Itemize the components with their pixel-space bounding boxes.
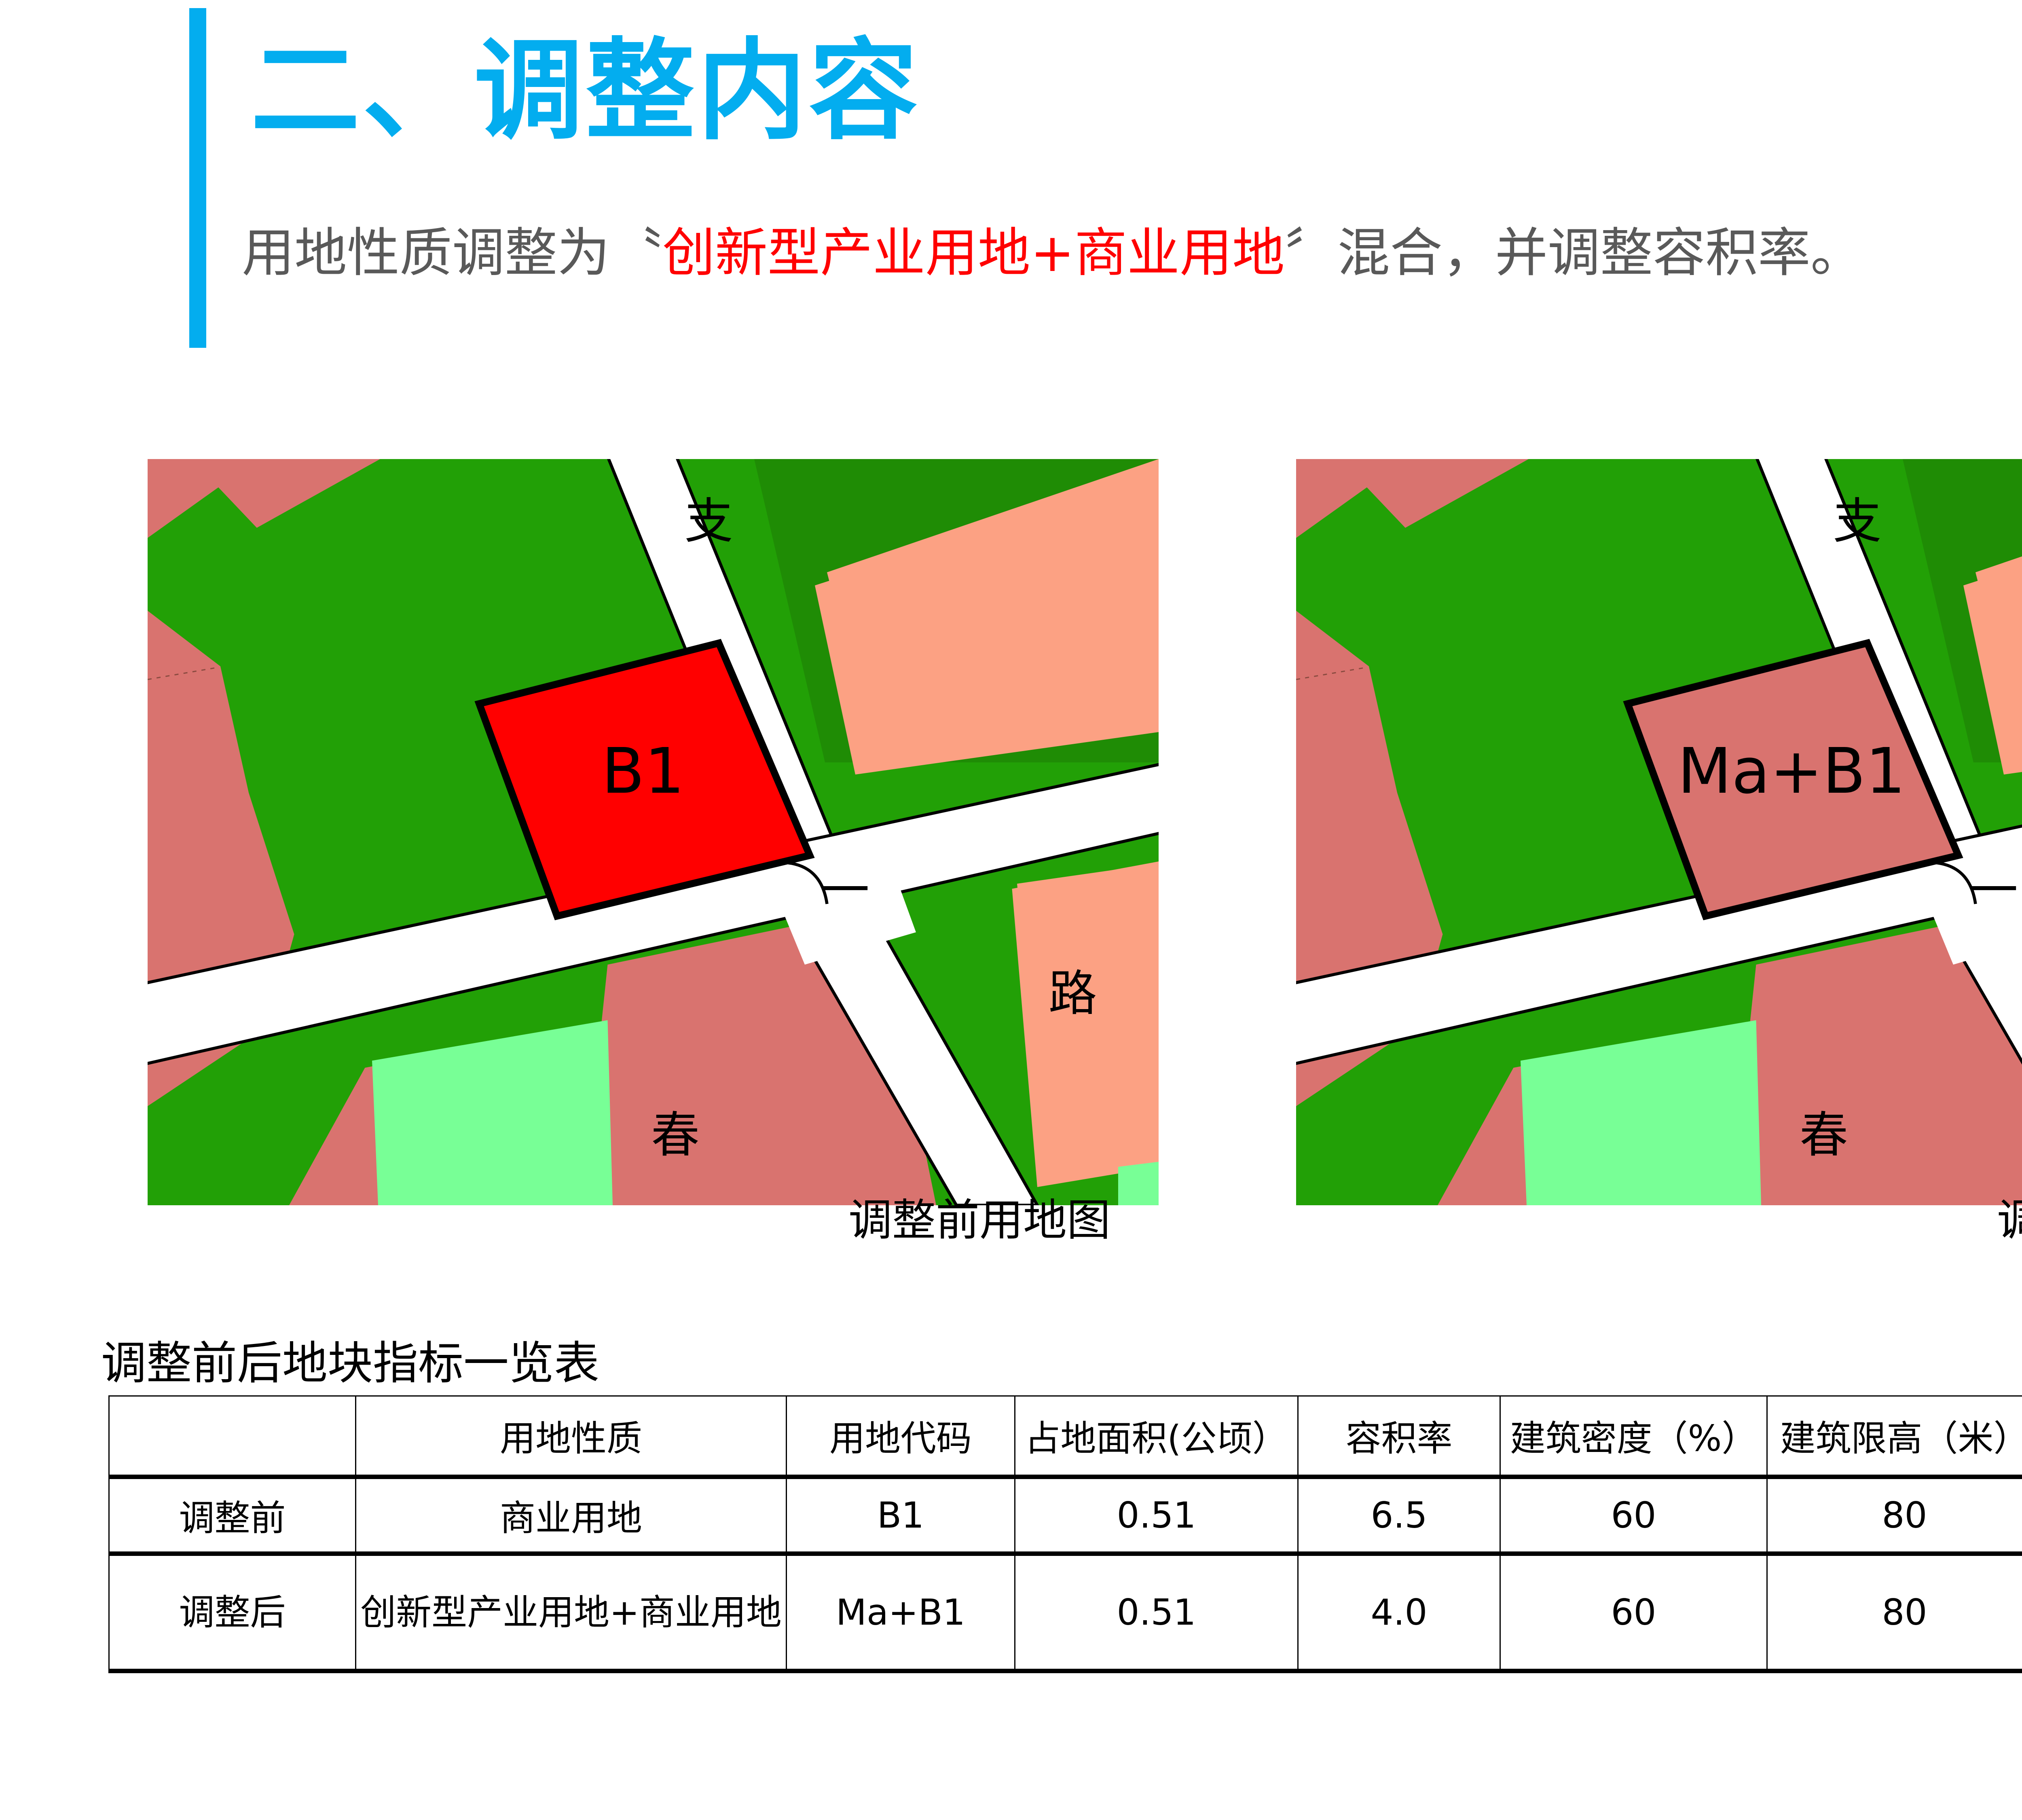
page-title: 二、调整内容 [251,27,920,154]
boundary-dotted-left [148,667,219,680]
subtitle-part-1: 用地性质调整为〝 [242,222,663,284]
parcel-b1-highlight[interactable] [474,639,815,921]
parcel-salmon-topright-2 [1963,566,2022,775]
road-intersection [766,843,916,965]
cell-land-use: 创新型产业用地+商业用地 [355,1553,787,1673]
parcel-rose-lowermid [1731,909,2022,1205]
cell-row-label: 调整后 [108,1553,356,1673]
cell-area: 0.51 [1014,1476,1299,1556]
parcel-ma-b1-highlight[interactable] [1623,639,1963,921]
map-after-caption: 调整后用地图 [1997,1195,2022,1246]
map-before-svg: B1 支 一 路 春 跨 路 [148,459,1159,1205]
street-label-chun: 春 [1800,1107,1848,1164]
table-body: 调整前 商业用地 B1 0.51 6.5 60 80 20 调整后 创新型产业用… [108,1476,2022,1673]
cell-land-use: 商业用地 [355,1476,787,1556]
cell-height: 80 [1766,1476,2022,1556]
subtitle-part-2: 〞混合，并调整容积率。 [1284,222,1863,284]
cell-density: 60 [1500,1553,1768,1673]
map-after-adjustment[interactable]: Ma+B1 支 一 路 春 跨 路 [1296,459,2022,1205]
table-header-row: 用地性质 用地代码 占地面积(公顷） 容积率 建筑密度（%） 建筑限高（米） 绿… [108,1395,2022,1479]
street-label-zhi: 支 [685,493,733,550]
table-title: 调整前后地块指标一览表 [101,1337,599,1390]
header-cell-land-code: 用地代码 [786,1395,1015,1479]
parcel-rose-topleft [148,459,380,538]
indicator-table: 用地性质 用地代码 占地面积(公顷） 容积率 建筑密度（%） 建筑限高（米） 绿… [108,1395,2022,1673]
parcel-b1-label: B1 [602,734,685,808]
cell-land-code: B1 [786,1476,1015,1556]
table-row-after: 调整后 创新型产业用地+商业用地 Ma+B1 0.51 4.0 60 80 20 [108,1553,2022,1673]
parcel-lightgreen-bottom [372,1020,613,1205]
street-label-zhi: 支 [1833,493,1882,550]
road-diagonal-chunkua [148,763,1159,1065]
header-cell-far: 容积率 [1297,1395,1501,1479]
cell-far: 6.5 [1297,1476,1501,1556]
street-label-yi: 一 [821,863,869,919]
table-header: 用地性质 用地代码 占地面积(公顷） 容积率 建筑密度（%） 建筑限高（米） 绿… [108,1395,2022,1479]
boundary-dotted-left [1296,667,1367,680]
table-row-before: 调整前 商业用地 B1 0.51 6.5 60 80 20 [108,1476,2022,1556]
subtitle-highlight: 创新型产业用地+商业用地 [662,222,1285,284]
street-label-chun: 春 [651,1107,700,1164]
cell-far: 4.0 [1297,1553,1501,1673]
map-before-caption: 调整前用地图 [848,1195,1111,1246]
street-label-yi: 一 [1969,863,2018,919]
header-cell-height: 建筑限高（米） [1766,1395,2022,1479]
parcel-ma-b1-label: Ma+B1 [1677,734,1906,808]
cell-row-label: 调整前 [108,1476,356,1556]
road-intersection [1915,846,2022,965]
header-cell-density: 建筑密度（%） [1500,1395,1768,1479]
parcel-salmon-rightlower [1012,861,1159,1187]
map-before-adjustment[interactable]: B1 支 一 路 春 跨 路 [148,459,1159,1205]
cell-area: 0.51 [1014,1553,1299,1673]
parcel-salmon-topright-2 [815,474,1159,775]
parcel-lightgreen-bottomright [1118,1162,1159,1205]
cell-height: 80 [1766,1553,2022,1673]
cell-land-code: Ma+B1 [786,1553,1015,1673]
header-cell-land-use: 用地性质 [355,1395,787,1479]
accent-bar [189,8,206,348]
parcel-rose-topleft [1296,459,1529,538]
header-cell-blank [108,1395,356,1479]
parcel-lightgreen-bottom [1521,1020,1761,1205]
street-label-lu-1: 路 [1049,966,1097,1022]
page-subtitle: 用地性质调整为〝创新型产业用地+商业用地〞混合，并调整容积率。 [242,226,1863,279]
page-header: 二、调整内容 用地性质调整为〝创新型产业用地+商业用地〞混合，并调整容积率。 [0,0,2022,356]
header-cell-area: 占地面积(公顷） [1014,1395,1299,1479]
cell-density: 60 [1500,1476,1768,1556]
map-after-svg: Ma+B1 支 一 路 春 跨 路 [1296,459,2022,1205]
